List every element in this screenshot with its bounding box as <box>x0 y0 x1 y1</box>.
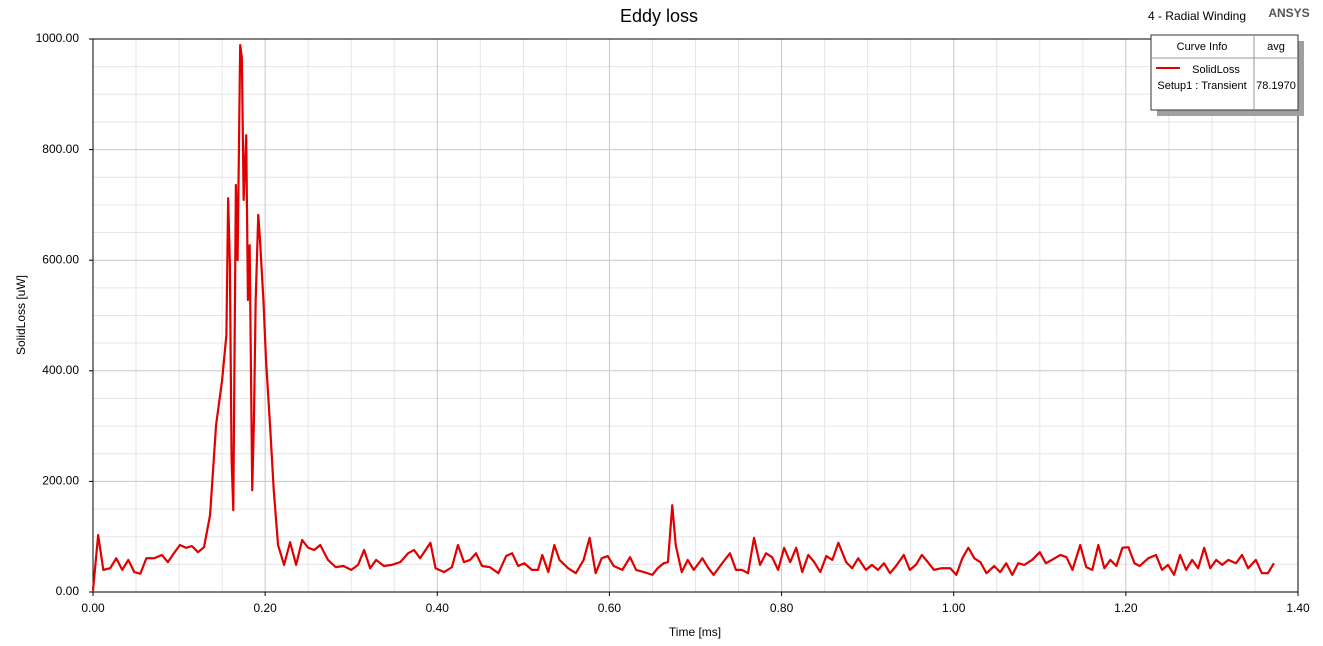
design-name: 4 - Radial Winding <box>1148 9 1246 23</box>
legend-entry: SolidLoss <box>1192 64 1240 76</box>
legend-box <box>1150 34 1299 111</box>
x-tick-label: 0.20 <box>253 601 277 615</box>
legend-setup: Setup1 : Transient <box>1157 80 1246 92</box>
y-tick-label: 800.00 <box>42 142 79 156</box>
plot-area: 0.00 0.20 0.40 0.60 0.80 1.00 1.20 1.40 0.00 200.… <box>36 31 1310 615</box>
y-tick-label: 1000.00 <box>36 31 80 45</box>
data-line <box>91 43 1275 591</box>
x-axis-label: Time [ms] <box>669 625 721 639</box>
y-tick-label: 0.00 <box>56 584 80 598</box>
brand: ANSYS <box>1268 6 1309 20</box>
x-tick-label: 1.40 <box>1286 601 1310 615</box>
x-tick-label: 1.00 <box>942 601 966 615</box>
y-tick-label: 400.00 <box>42 363 79 377</box>
x-tick-label: 0.60 <box>598 601 622 615</box>
legend-header: avg <box>1267 41 1285 53</box>
x-tick-label: 0.00 <box>81 601 105 615</box>
x-tick-label: 1.20 <box>1114 601 1138 615</box>
legend: Curve Info avg SolidLoss Setup1 : Transi… <box>1150 34 1304 116</box>
legend-avg: 78.1970 <box>1256 80 1296 92</box>
y-tick-label: 600.00 <box>42 252 79 266</box>
y-axis-label: SolidLoss [uW] <box>14 275 28 355</box>
x-tick-label: 0.80 <box>770 601 794 615</box>
plot-frame <box>92 38 1299 593</box>
chart-title: Eddy loss <box>620 6 698 26</box>
y-tick-label: 200.00 <box>42 474 79 488</box>
legend-header: Curve Info <box>1177 41 1228 53</box>
x-tick-label: 0.40 <box>426 601 450 615</box>
